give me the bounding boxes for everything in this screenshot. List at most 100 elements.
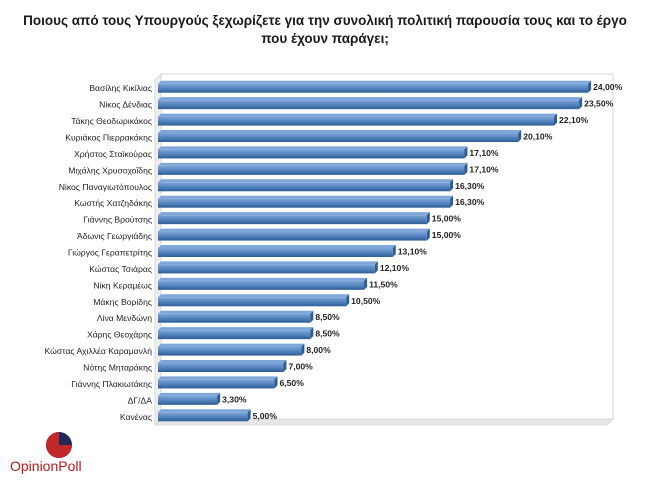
category-label: Κωστής Χατζηδάκης xyxy=(74,198,152,208)
bar-end-face xyxy=(588,80,592,93)
bar-3 xyxy=(158,113,558,126)
opinionpoll-logo: OpinionPoll xyxy=(8,428,112,476)
value-label: 8,00% xyxy=(306,345,331,355)
chart-title: Ποιους από τους Υπουργούς ξεχωρίζετε για… xyxy=(23,13,627,46)
bar-end-face xyxy=(301,343,305,356)
category-label: Κώστας Τσιάρας xyxy=(89,264,152,274)
bar-front-face xyxy=(158,231,427,241)
bar-end-face xyxy=(247,409,251,422)
bar-end-face xyxy=(554,113,558,126)
category-label: Γιάννης Βρούτσης xyxy=(83,215,152,225)
bar-7 xyxy=(158,179,454,192)
bar-1 xyxy=(158,80,592,93)
bar-top-face xyxy=(158,310,314,314)
bar-front-face xyxy=(158,100,580,110)
bar-front-face xyxy=(158,395,218,405)
bar-front-face xyxy=(158,116,555,126)
bar-top-face xyxy=(158,97,583,101)
bar-front-face xyxy=(158,165,465,175)
bar-top-face xyxy=(158,277,368,281)
bar-top-face xyxy=(158,113,558,117)
opinionpoll-logo-icon xyxy=(46,432,72,458)
bar-front-face xyxy=(158,264,375,274)
bar-end-face xyxy=(283,360,287,372)
bar-top-face xyxy=(158,294,350,298)
bar-top-face xyxy=(158,212,430,216)
bar-20 xyxy=(158,392,221,405)
bar-16 xyxy=(158,327,314,340)
bar-12 xyxy=(158,261,378,274)
category-label: Χρήστος Σταϊκούρας xyxy=(74,149,152,159)
bar-end-face xyxy=(310,310,314,323)
value-label: 8,50% xyxy=(315,312,340,322)
bar-end-face xyxy=(274,376,278,389)
bar-top-face xyxy=(158,130,522,133)
category-label: Νότης Μηταράκης xyxy=(83,363,152,373)
bar-end-face xyxy=(364,277,368,290)
category-label: Νίκος Παναγιωτόπουλος xyxy=(59,182,152,192)
category-label: Κώστας Αχιλλέα Καραμανλή xyxy=(45,346,153,356)
bar-end-face xyxy=(450,195,454,208)
category-label: Χάρης Θεοχάρης xyxy=(87,330,152,340)
bar-19 xyxy=(158,376,278,389)
value-label: 13,10% xyxy=(398,247,428,257)
opinionpoll-logo-text: OpinionPoll xyxy=(10,458,82,474)
bar-9 xyxy=(158,212,430,225)
category-label: Άδωνις Γεωργιάδης xyxy=(77,231,152,241)
bar-end-face xyxy=(374,261,378,274)
value-label: 22,10% xyxy=(559,115,589,125)
bar-top-face xyxy=(158,245,396,248)
bar-top-face xyxy=(158,392,221,396)
category-label: Νίκος Δένδιας xyxy=(99,100,152,110)
bar-top-face xyxy=(158,343,305,347)
value-label: 6,50% xyxy=(279,378,304,388)
value-label: 12,10% xyxy=(380,263,410,273)
bar-front-face xyxy=(158,133,519,142)
bar-10 xyxy=(158,228,430,241)
value-label: 16,30% xyxy=(455,181,485,191)
bar-front-face xyxy=(158,280,365,290)
category-label: Βασίλης Κικίλιας xyxy=(89,83,152,93)
bar-13 xyxy=(158,277,368,290)
bar-2 xyxy=(158,97,583,110)
bar-end-face xyxy=(464,162,468,175)
bar-front-face xyxy=(158,198,451,208)
bar-21 xyxy=(158,409,251,422)
bar-end-face xyxy=(310,327,314,340)
bar-front-face xyxy=(158,248,393,257)
value-label: 23,50% xyxy=(584,99,614,109)
category-label: Τάκης Θεοδωρικάκος xyxy=(71,116,152,126)
category-label: Μάκης Βορίδης xyxy=(93,297,152,307)
bar-end-face xyxy=(217,392,221,405)
value-label: 16,30% xyxy=(455,197,485,207)
value-label: 5,00% xyxy=(253,411,278,421)
value-label: 17,10% xyxy=(469,164,499,174)
bar-front-face xyxy=(158,297,347,307)
category-label: Μιχάλης Χρυσοχοΐδης xyxy=(68,165,152,175)
bar-top-face xyxy=(158,261,378,265)
bar-front-face xyxy=(158,412,248,422)
category-label: Γιώργος Γεραπετρίτης xyxy=(68,248,152,258)
bar-front-face xyxy=(158,182,451,192)
bar-17 xyxy=(158,343,305,356)
bar-top-face xyxy=(158,162,468,166)
bar-end-face xyxy=(426,212,430,225)
bar-5 xyxy=(158,146,468,159)
bar-front-face xyxy=(158,313,311,323)
value-label: 24,00% xyxy=(593,82,623,92)
value-label: 20,10% xyxy=(523,132,553,142)
bar-top-face xyxy=(158,146,468,150)
bar-top-face xyxy=(158,376,278,380)
bar-end-face xyxy=(392,245,396,257)
bar-end-face xyxy=(426,228,430,241)
bar-end-face xyxy=(450,179,454,192)
bar-top-face xyxy=(158,195,454,199)
bar-6 xyxy=(158,162,468,175)
bar-11 xyxy=(158,245,396,257)
bar-14 xyxy=(158,294,350,307)
bar-front-face xyxy=(158,215,427,225)
bar-end-face xyxy=(579,97,583,110)
value-label: 11,50% xyxy=(369,279,398,289)
bar-top-face xyxy=(158,228,430,232)
value-label: 10,50% xyxy=(351,296,381,306)
